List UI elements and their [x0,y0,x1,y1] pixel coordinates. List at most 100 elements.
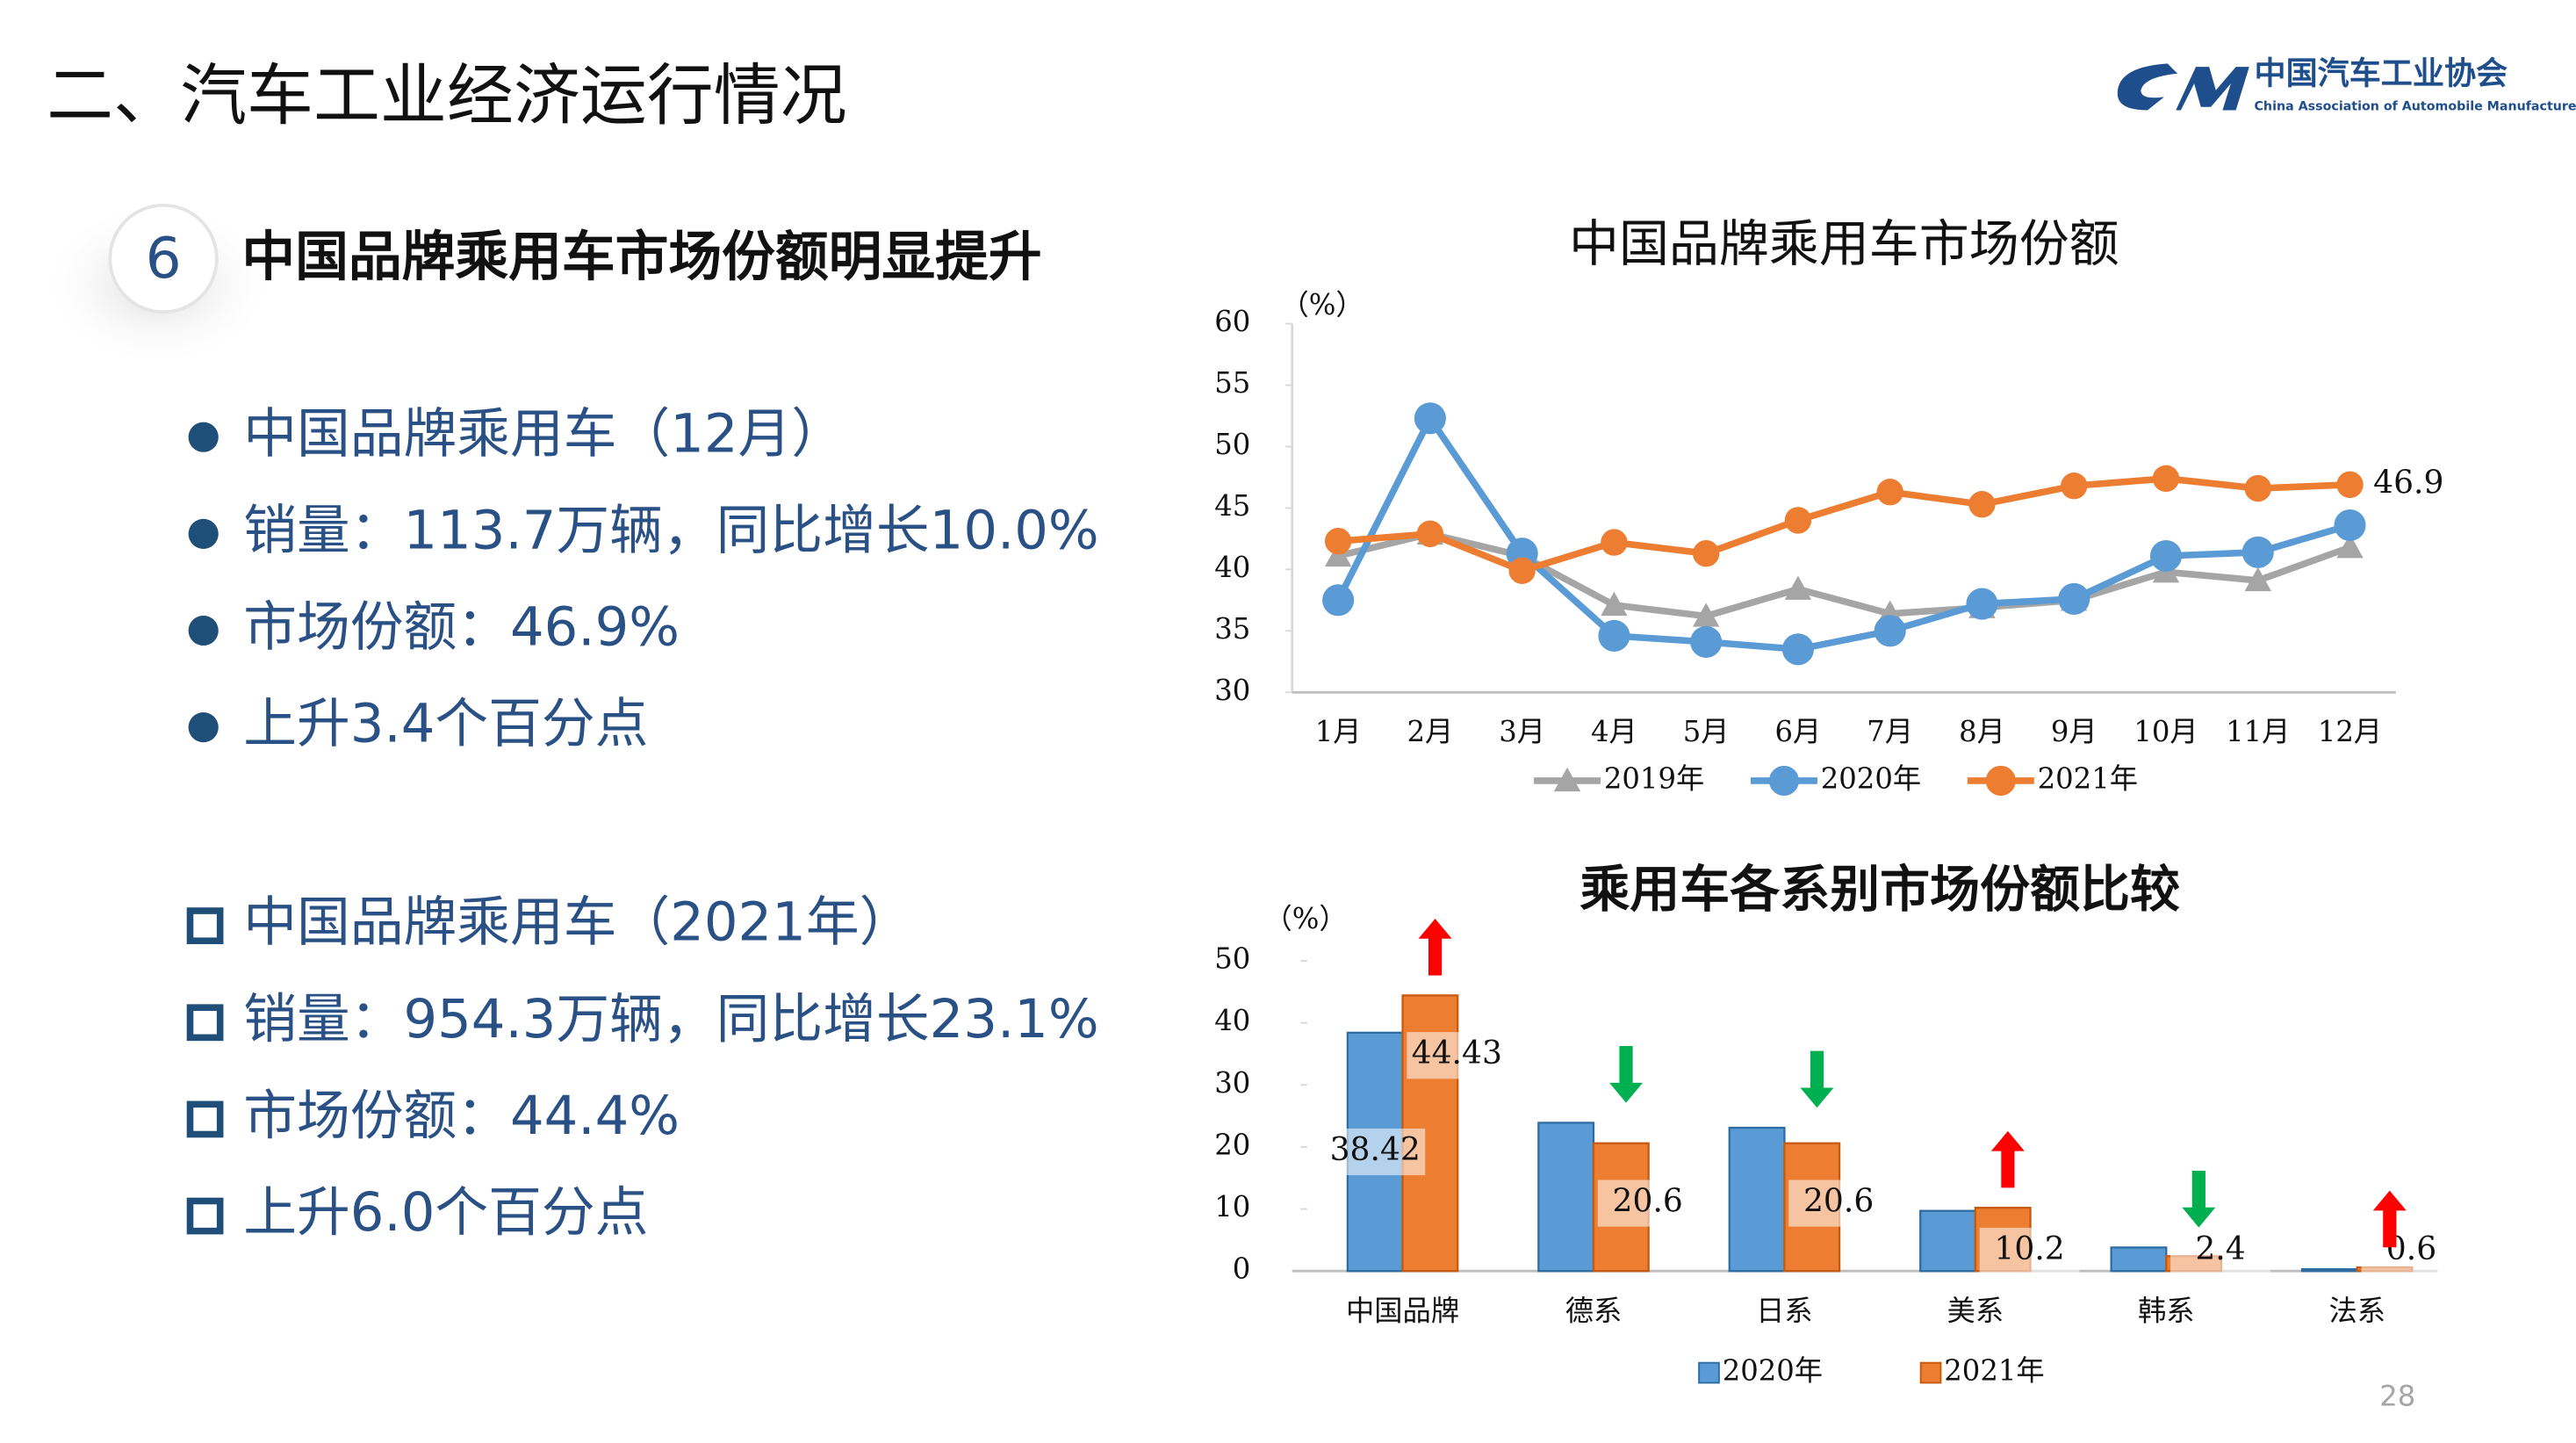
logo-mark [2117,63,2249,111]
marker [1985,765,2016,797]
bullet-dot [188,422,219,452]
legend-label: 2020年 [1723,1354,1823,1388]
bullet-square [186,1100,224,1138]
marker [1876,479,1903,506]
marker [2152,465,2180,493]
marker [1768,765,1800,797]
bar [1728,1126,1786,1273]
change-arrow [1418,919,1452,976]
label-box [1325,1128,1426,1176]
y-tick-label: 10 [1214,1190,1250,1223]
legend-swatch [1919,1361,1942,1384]
y-tick-label: 0 [1233,1252,1251,1286]
legend-label: 2019年 [1604,761,1704,795]
label-box [1979,1227,2080,1275]
bullet-text: 上升3.4个百分点 [243,694,648,755]
section-number: 6 [146,226,182,292]
bar [1919,1209,1977,1273]
x-tick-label: 法系 [2328,1295,2385,1328]
marker [1322,584,1355,617]
y-tick-label: 55 [1214,366,1250,400]
marker [1968,491,1996,518]
change-arrow [1990,1130,2025,1188]
x-tick-label: 韩系 [2138,1295,2195,1328]
marker [1966,588,1998,620]
bullet-square [186,1197,224,1235]
charts: 中国品牌乘用车市场份额 （%） 30 35 40 45 50 55 60 1月 2月 3月 4月 5月 6月… [1214,215,2462,1388]
line [1337,530,2351,620]
marker [1781,633,1814,666]
marker [2244,474,2271,502]
bullet-text: 中国品牌乘用车（2021年） [243,892,912,954]
y-tick-label: 30 [1214,1066,1250,1100]
bullet-text: 销量：113.7万辆，同比增长10.0% [243,500,1098,561]
logo-english: China Association of Automobile Manufact… [2254,100,2576,114]
legend-swatch [1698,1361,1720,1384]
label-box [1788,1180,1889,1227]
x-tick-label: 3月 [1499,715,1545,748]
logo-name: 中国汽车工业协会 [2254,55,2508,92]
section-heading: 中国品牌乘用车市场份额明显提升 [241,227,1041,288]
x-tick-label: 美系 [1947,1295,2004,1328]
x-tick-label: 2月 [1407,715,1453,748]
bullet-text: 中国品牌乘用车（12月） [243,403,845,465]
bullet-list: 中国品牌乘用车（12月） 销量：113.7万辆，同比增长10.0% 市场份额：46.… [186,403,1099,1244]
change-arrow [1800,1050,1834,1108]
data-label: 20.6 [1613,1183,1683,1220]
marker [1324,528,1352,555]
bullet-square [186,1004,224,1042]
x-tick-label: 德系 [1565,1295,1623,1328]
x-tick-label: 1月 [1315,715,1362,748]
y-tick-label: 50 [1214,428,1250,461]
y-tick-label: 30 [1214,674,1250,707]
change-arrow [2372,1190,2407,1248]
y-tick-label: 50 [1214,942,1250,976]
data-label: 20.6 [1803,1183,1874,1220]
x-tick-label: 4月 [1591,715,1637,748]
legend-label: 2021年 [2038,761,2138,795]
page-number: 28 [2379,1380,2415,1413]
bar [2110,1246,2168,1273]
data-label: 2.4 [2195,1230,2245,1267]
x-tick-label: 中国品牌 [1346,1295,1459,1328]
data-label: 46.9 [2373,464,2443,501]
y-tick-label: 45 [1214,489,1250,523]
marker [2149,539,2183,573]
axis-unit: （%） [1280,288,1364,321]
bar [2300,1267,2358,1273]
bullet-text: 上升6.0个百分点 [243,1182,648,1244]
marker [1874,615,1906,647]
chart-title: 中国品牌乘用车市场份额 [1569,215,2119,273]
change-arrow [1609,1046,1644,1103]
y-tick-label: 60 [1214,305,1250,338]
bar [1537,1122,1595,1273]
x-tick-label: 6月 [1775,715,1822,748]
series [1322,402,2366,666]
x-tick-label: 9月 [2051,715,2097,748]
bullet-dot [188,712,219,743]
marker [1598,619,1630,652]
x-tick-label: 5月 [1683,715,1730,748]
label-box [1407,1032,1507,1079]
data-label: 10.2 [1994,1230,2064,1267]
y-tick-label: 35 [1214,612,1250,646]
y-tick-label: 40 [1214,551,1250,584]
marker [2244,566,2271,592]
marker [1553,767,1581,792]
label-box [1597,1180,1698,1227]
bullet-square [186,907,224,945]
line [1337,475,2350,574]
change-arrow [2182,1171,2216,1228]
marker [2241,536,2274,568]
marker [1692,539,1720,567]
x-tick-label: 10月 [2133,715,2198,748]
legend-label: 2021年 [1944,1354,2044,1388]
marker [1416,520,1444,547]
x-tick-label: 日系 [1756,1295,1813,1328]
legend-label: 2020年 [1821,761,1921,795]
marker [1601,529,1628,556]
bullet-text: 市场份额：46.9% [243,597,680,659]
marker [2334,509,2366,542]
